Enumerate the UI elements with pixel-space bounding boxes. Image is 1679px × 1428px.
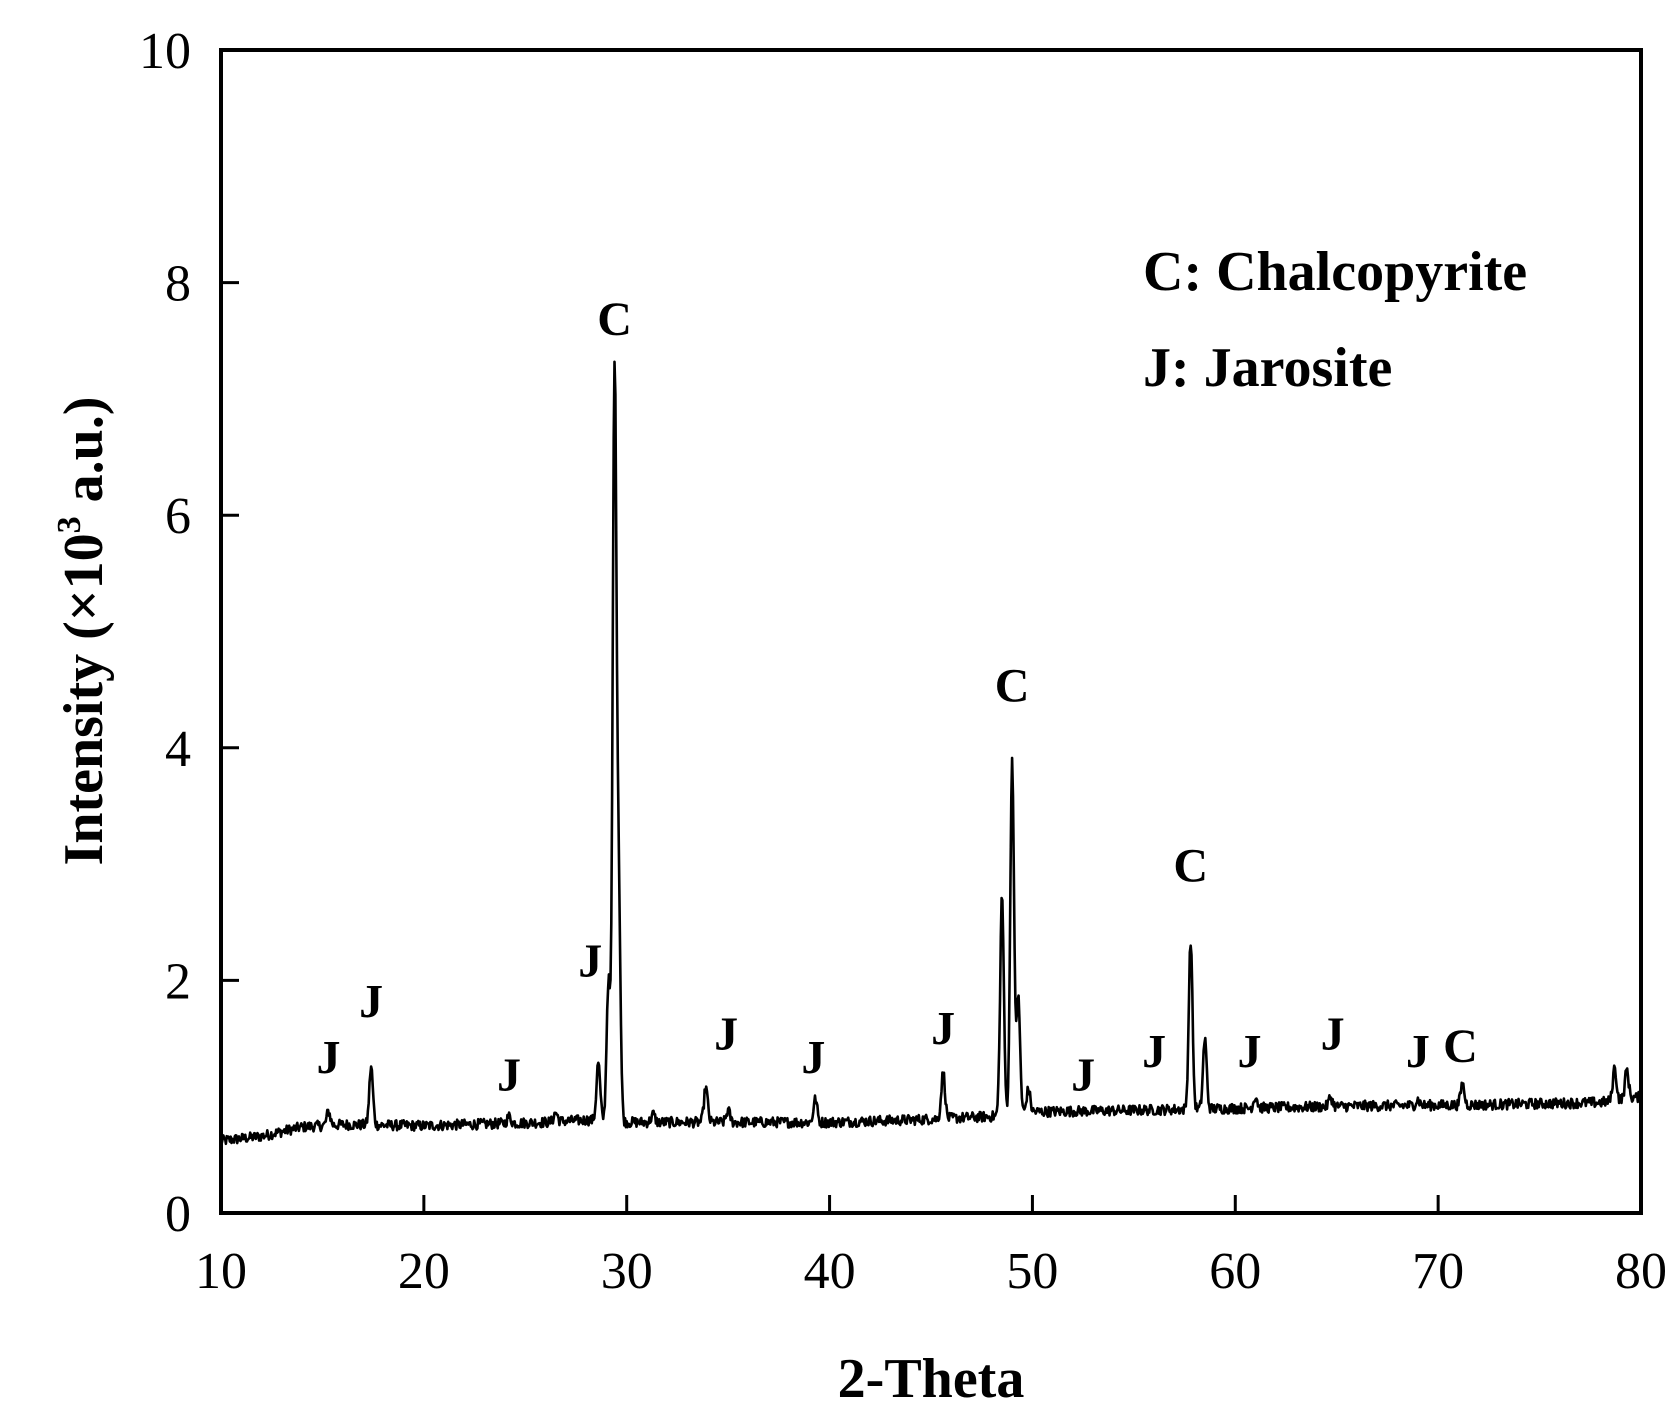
x-tick-label: 60 [1209,1243,1261,1300]
x-tick-label: 10 [195,1243,247,1300]
legend: C: Chalcopyrite J: Jarosite [1143,241,1527,399]
peak-label: J [578,935,602,988]
peak-label: J [1071,1049,1095,1102]
peak-label: J [497,1049,521,1102]
y-axis-title-tail: a.u.) [53,397,115,517]
peak-label: J [317,1031,341,1084]
peak-label: C [1173,840,1208,893]
peak-label: J [1142,1026,1166,1079]
peak-label: C [995,659,1030,712]
peak-label: J [359,976,383,1029]
peak-label: J [801,1031,825,1084]
peak-label: J [931,1002,955,1055]
ticks-layer: 10 20 30 40 50 60 70 80 0 2 4 6 8 10 [139,23,1667,1300]
y-axis-title: Intensity (×103 a.u.) [51,397,115,866]
peak-label: C [597,293,632,346]
plot-layer [219,360,1643,1146]
xrd-pattern-line [219,360,1643,1146]
y-tick-label: 0 [165,1186,191,1243]
y-axis-title-superscript: 3 [51,516,88,533]
legend-entry-jarosite: J: Jarosite [1143,337,1392,399]
x-tick-label: 30 [601,1243,653,1300]
peak-label: J [714,1008,738,1061]
x-tick-label: 70 [1412,1243,1464,1300]
x-axis-title: 2-Theta [838,1348,1025,1410]
peak-label: C [1443,1020,1478,1073]
x-tick-label: 80 [1615,1243,1667,1300]
peak-label: J [1237,1026,1261,1079]
x-tick-label: 20 [398,1243,450,1300]
y-tick-label: 4 [165,721,191,778]
y-tick-label: 6 [165,488,191,545]
peak-label: J [1321,1008,1345,1061]
peak-label: J [1406,1026,1430,1079]
y-axis-title-main: Intensity (×10 [53,533,115,865]
y-tick-label: 10 [139,23,191,80]
x-tick-label: 40 [804,1243,856,1300]
legend-entry-chalcopyrite: C: Chalcopyrite [1143,241,1527,303]
y-tick-label: 2 [165,953,191,1010]
y-tick-label: 8 [165,256,191,313]
plot-frame [219,48,1643,1215]
x-tick-label: 50 [1006,1243,1058,1300]
